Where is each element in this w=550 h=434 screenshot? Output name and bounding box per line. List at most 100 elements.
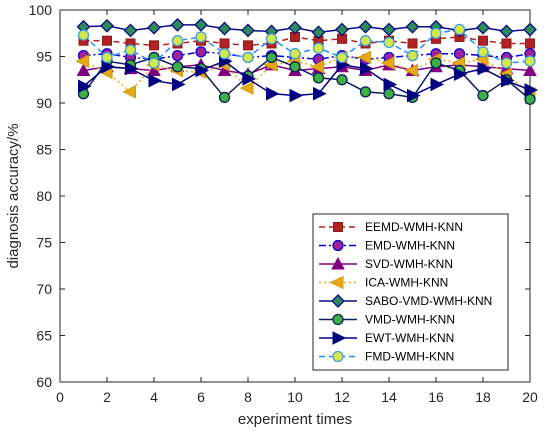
- data-point: [122, 85, 136, 99]
- data-point: [382, 22, 396, 37]
- data-point: [407, 38, 418, 49]
- series-layer: [75, 17, 539, 105]
- data-point: [476, 20, 490, 35]
- data-point: [170, 17, 185, 32]
- data-point: [383, 77, 398, 92]
- series-ewt-wmh-knn: [78, 54, 539, 103]
- data-point: [501, 73, 515, 88]
- data-point: [500, 57, 513, 69]
- data-point: [265, 51, 278, 64]
- legend-entry: SVD-WMH-KNN: [319, 256, 453, 271]
- data-point: [288, 20, 302, 35]
- data-point: [241, 23, 255, 38]
- y-tick-label: 90: [36, 95, 52, 111]
- legend-entry: FMD-WMH-KNN: [319, 350, 454, 364]
- x-tick-label: 2: [103, 389, 111, 405]
- data-point: [101, 59, 116, 74]
- legend-entry: VMD-WMH-KNN: [319, 313, 455, 327]
- data-point: [357, 50, 371, 65]
- data-point: [148, 57, 160, 69]
- data-point: [289, 48, 301, 60]
- legend-label: SVD-WMH-KNN: [365, 257, 453, 271]
- x-axis-title: experiment times: [238, 411, 352, 428]
- data-point: [406, 49, 419, 62]
- data-point: [312, 72, 325, 84]
- data-point: [266, 86, 280, 101]
- data-point: [239, 81, 254, 95]
- legend-entry: EMD-WMH-KNN: [319, 239, 455, 253]
- legend-swatch-marker: [332, 331, 347, 345]
- y-tick-label: 60: [36, 374, 52, 390]
- y-tick-label: 65: [36, 328, 52, 344]
- legend-entry: EWT-WMH-KNN: [319, 331, 454, 345]
- series-fmd-wmh-knn: [77, 23, 536, 69]
- data-point: [289, 61, 301, 73]
- data-point: [218, 91, 231, 104]
- x-tick-label: 20: [522, 389, 538, 405]
- data-point: [123, 23, 138, 38]
- data-point: [171, 61, 184, 73]
- data-point: [218, 48, 231, 60]
- legend-swatch-marker: [332, 350, 344, 363]
- data-point: [477, 61, 492, 76]
- data-point: [524, 55, 536, 67]
- x-tick-label: 0: [56, 389, 64, 405]
- data-point: [359, 86, 372, 98]
- legend-swatch-marker: [331, 294, 345, 308]
- data-point: [148, 73, 163, 88]
- legend-entry: ICA-WMH-KNN: [319, 276, 448, 290]
- legend-label: EEMD-WMH-KNN: [365, 220, 463, 234]
- data-point: [499, 24, 514, 39]
- data-point: [336, 74, 348, 86]
- data-point: [359, 35, 372, 47]
- data-point: [100, 18, 114, 33]
- y-tick-label: 75: [36, 235, 52, 251]
- data-point: [147, 20, 161, 35]
- x-tick-label: 12: [334, 389, 350, 405]
- x-tick-label: 16: [428, 389, 444, 405]
- data-point: [149, 40, 159, 51]
- y-axis: 60 65 70 75 80 85 90 95 100: [29, 2, 530, 390]
- data-point: [289, 88, 304, 103]
- y-tick-label: 80: [36, 188, 52, 204]
- data-point: [311, 25, 326, 40]
- data-point: [171, 35, 184, 47]
- data-point: [171, 49, 184, 62]
- data-point: [477, 89, 489, 102]
- data-point: [78, 79, 92, 94]
- data-point: [430, 27, 442, 39]
- legend-label: SABO-VMD-WMH-KNN: [365, 294, 492, 308]
- data-point: [360, 61, 374, 76]
- data-point: [76, 63, 91, 76]
- legend-swatch-marker: [332, 313, 344, 326]
- x-tick-label: 10: [287, 389, 303, 405]
- data-point: [404, 63, 418, 78]
- data-point: [524, 83, 539, 97]
- legend-label: EMD-WMH-KNN: [365, 239, 455, 253]
- legend-label: EWT-WMH-KNN: [365, 331, 454, 345]
- data-point: [312, 42, 325, 54]
- data-point: [242, 72, 257, 86]
- data-point: [430, 77, 445, 92]
- y-tick-label: 95: [36, 49, 52, 65]
- y-axis-title: diagnosis accuracy/%: [5, 123, 22, 268]
- legend-entry: EEMD-WMH-KNN: [319, 220, 463, 234]
- data-point: [477, 46, 489, 58]
- data-point: [195, 63, 210, 78]
- data-point: [335, 22, 349, 37]
- data-point: [407, 88, 421, 103]
- x-tick-label: 8: [244, 389, 252, 405]
- data-point: [313, 86, 327, 101]
- data-point: [195, 46, 207, 58]
- legend-box: [312, 213, 509, 371]
- legend-label: ICA-WMH-KNN: [365, 276, 448, 290]
- legend-swatch-marker: [329, 275, 344, 290]
- data-point: [380, 56, 395, 70]
- legend-label: FMD-WMH-KNN: [365, 350, 454, 364]
- x-tick-label: 4: [150, 389, 158, 405]
- data-point: [336, 51, 348, 64]
- data-point: [454, 67, 468, 81]
- data-point: [430, 57, 442, 69]
